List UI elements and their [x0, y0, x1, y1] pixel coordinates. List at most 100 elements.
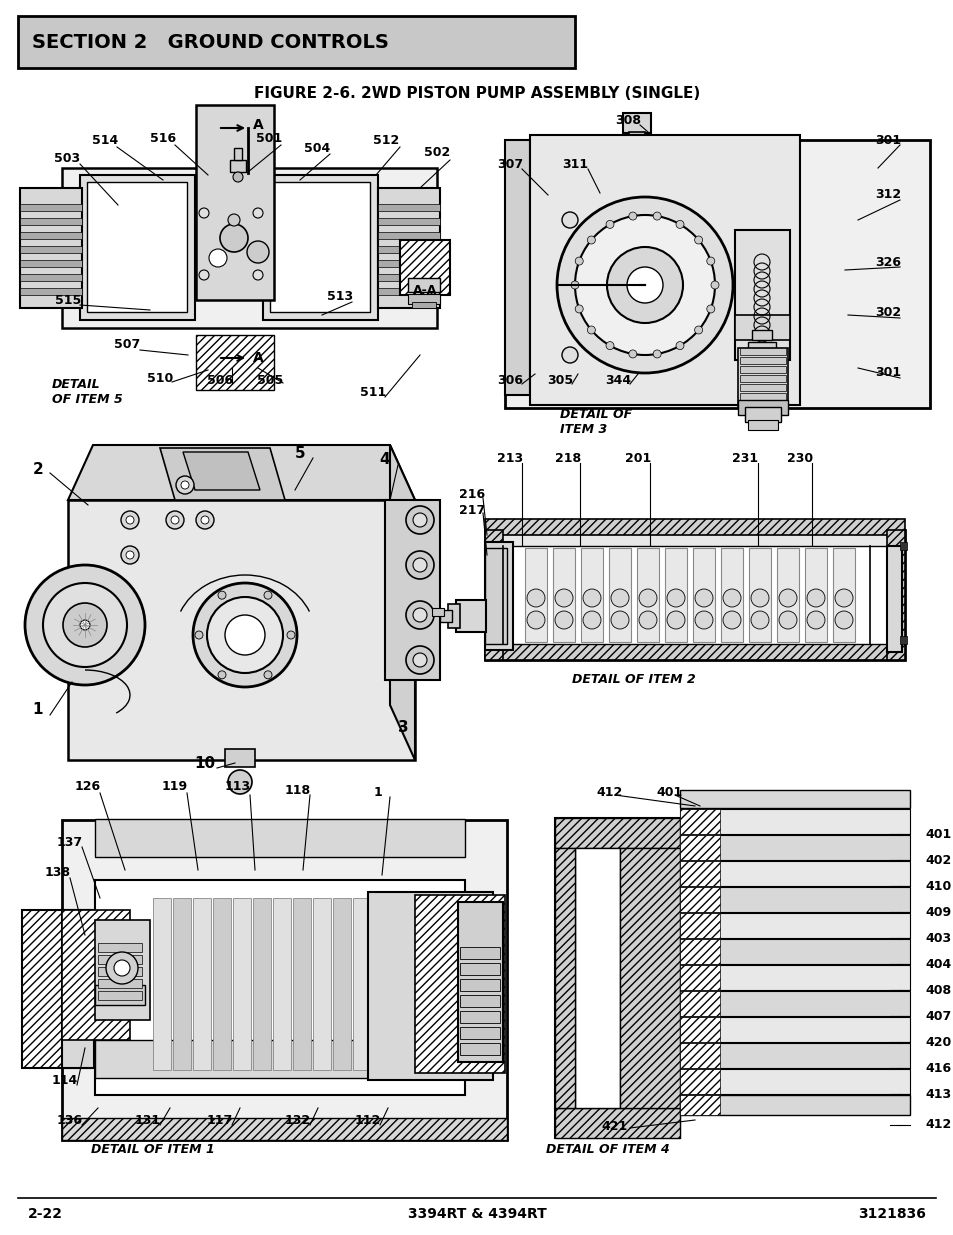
Bar — [740, 393, 785, 400]
Bar — [484, 530, 904, 659]
Circle shape — [706, 257, 714, 266]
Text: 307: 307 — [497, 158, 522, 170]
Text: 117: 117 — [207, 1114, 233, 1126]
Polygon shape — [68, 500, 415, 760]
Bar — [679, 939, 720, 965]
Bar — [353, 898, 371, 1070]
Bar — [233, 898, 251, 1070]
Circle shape — [220, 224, 248, 252]
Text: 218: 218 — [555, 452, 580, 464]
Circle shape — [561, 347, 578, 363]
Bar — [618, 144, 656, 156]
Bar — [679, 835, 909, 860]
Bar — [459, 1011, 499, 1023]
Bar — [20, 219, 82, 225]
Circle shape — [126, 551, 133, 559]
Circle shape — [666, 589, 684, 606]
Circle shape — [406, 551, 434, 579]
Bar — [377, 204, 439, 211]
Text: 502: 502 — [423, 147, 450, 159]
Circle shape — [834, 589, 852, 606]
Text: 301: 301 — [874, 133, 901, 147]
Text: 137: 137 — [57, 836, 83, 848]
Circle shape — [253, 207, 263, 219]
Circle shape — [228, 214, 240, 226]
Bar — [692, 548, 714, 642]
Bar — [20, 232, 82, 240]
Bar — [679, 1095, 720, 1115]
Text: 516: 516 — [150, 132, 176, 146]
Circle shape — [253, 270, 263, 280]
Circle shape — [561, 212, 578, 228]
Bar — [408, 294, 439, 304]
Bar — [484, 542, 513, 650]
Bar — [555, 1108, 679, 1137]
Circle shape — [587, 236, 595, 245]
Circle shape — [413, 653, 427, 667]
Text: 308: 308 — [615, 114, 640, 126]
Text: 131: 131 — [134, 1114, 161, 1126]
Circle shape — [199, 270, 209, 280]
Bar — [679, 861, 720, 885]
Text: 305: 305 — [546, 373, 573, 387]
Bar — [95, 881, 464, 1095]
Bar — [740, 357, 785, 364]
Bar — [679, 913, 909, 939]
Bar — [459, 995, 499, 1007]
Circle shape — [555, 611, 573, 629]
Circle shape — [166, 511, 184, 529]
Text: 302: 302 — [874, 306, 901, 320]
Bar — [679, 990, 909, 1016]
Bar — [22, 910, 90, 1068]
Bar — [20, 246, 82, 253]
Circle shape — [605, 220, 614, 228]
Bar — [504, 140, 530, 395]
Circle shape — [628, 350, 637, 358]
Bar — [744, 408, 781, 422]
Bar — [448, 604, 459, 629]
Circle shape — [706, 305, 714, 312]
Circle shape — [610, 611, 628, 629]
Bar — [195, 335, 274, 390]
Bar — [832, 548, 854, 642]
Circle shape — [406, 506, 434, 534]
Circle shape — [121, 511, 139, 529]
Bar — [679, 861, 909, 885]
Bar — [95, 1040, 464, 1078]
Bar — [555, 818, 679, 848]
Text: 504: 504 — [304, 142, 330, 154]
Circle shape — [247, 241, 269, 263]
Circle shape — [526, 589, 544, 606]
Bar — [20, 261, 82, 267]
Text: 4: 4 — [379, 452, 390, 468]
Text: DETAIL OF
ITEM 3: DETAIL OF ITEM 3 — [559, 408, 632, 436]
Text: DETAIL OF ITEM 1: DETAIL OF ITEM 1 — [91, 1144, 214, 1156]
Circle shape — [228, 769, 252, 794]
Bar — [230, 161, 246, 172]
Text: SECTION 2   GROUND CONTROLS: SECTION 2 GROUND CONTROLS — [32, 32, 389, 52]
Circle shape — [575, 257, 582, 266]
Text: A: A — [253, 351, 263, 366]
Circle shape — [629, 163, 643, 177]
Text: 216: 216 — [458, 489, 484, 501]
Text: 136: 136 — [57, 1114, 83, 1126]
Bar — [679, 1016, 909, 1042]
Circle shape — [175, 475, 193, 494]
Bar — [20, 204, 82, 211]
Bar — [95, 986, 145, 1005]
Bar — [62, 168, 436, 329]
Circle shape — [406, 646, 434, 674]
Text: 3121836: 3121836 — [858, 1207, 925, 1221]
Bar — [456, 600, 485, 632]
Text: 413: 413 — [924, 1088, 950, 1100]
Text: 306: 306 — [497, 373, 522, 387]
Text: 3394RT & 4394RT: 3394RT & 4394RT — [407, 1207, 546, 1221]
Bar — [530, 135, 800, 405]
Bar — [270, 182, 370, 312]
Polygon shape — [160, 448, 285, 500]
Bar — [608, 548, 630, 642]
Bar — [740, 384, 785, 391]
Bar — [62, 910, 130, 1040]
Circle shape — [610, 589, 628, 606]
Circle shape — [639, 611, 657, 629]
